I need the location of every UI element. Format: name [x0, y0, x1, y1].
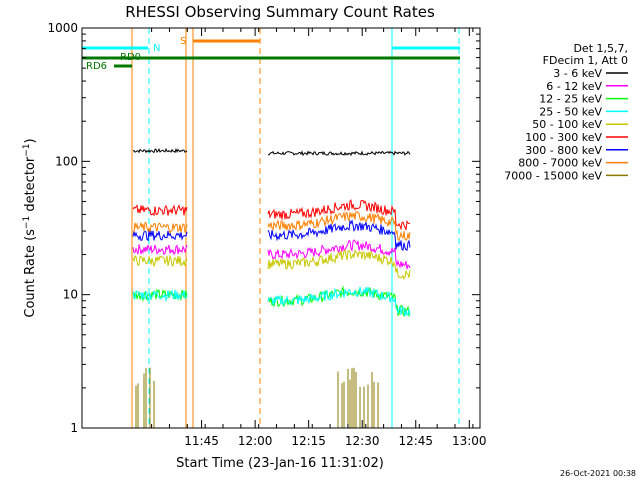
- series-line: [132, 221, 188, 235]
- series-line: [132, 244, 188, 256]
- y-tick-label: 1: [70, 421, 78, 435]
- y-label-mid: detector: [23, 156, 38, 216]
- series-line: [267, 286, 411, 317]
- x-tick-label: 12:45: [398, 434, 433, 448]
- series-line: [132, 230, 188, 242]
- x-axis-label: Start Time (23-Jan-16 11:31:02): [176, 456, 384, 471]
- saa-label: S: [180, 36, 186, 47]
- legend-entry-label: 100 - 300 keV: [525, 131, 602, 144]
- y-label-sup1: −1: [22, 216, 32, 229]
- series-line: [267, 239, 411, 270]
- y-label-end: ): [23, 138, 38, 143]
- series-line: [132, 204, 188, 217]
- x-tick-label: 13:00: [452, 434, 487, 448]
- rd6-label: RD6: [86, 61, 107, 72]
- legend-entry-label: 800 - 7000 keV: [518, 157, 602, 170]
- y-tick-label: 10: [63, 288, 78, 302]
- legend-entry-label: 7000 - 15000 keV: [504, 169, 602, 182]
- legend-entry-label: 3 - 6 keV: [553, 67, 602, 80]
- series-line: [267, 199, 411, 231]
- timestamp: 26-Oct-2021 00:38: [560, 469, 636, 478]
- series-line: [267, 150, 411, 157]
- series-line: [267, 211, 411, 242]
- x-tick-label: 12:15: [291, 434, 326, 448]
- y-tick-label: 1000: [47, 21, 78, 35]
- series-line: [132, 254, 188, 268]
- series-line: [132, 147, 188, 154]
- x-tick-label: 12:00: [238, 434, 273, 448]
- plot-area: N RD0 RD6 S: [82, 28, 460, 428]
- y-label-main: Count Rate (s: [23, 229, 38, 318]
- x-tick-label: 12:30: [345, 434, 380, 448]
- y-label-sup2: −1: [22, 143, 32, 156]
- axes: 1 10 100 1000 11:45 12:00 12:15 12:30 12:45 13:00: [47, 21, 486, 448]
- legend-entry-label: 6 - 12 keV: [546, 80, 602, 93]
- plot-frame: [81, 27, 481, 429]
- night-label: N: [153, 43, 160, 54]
- rd0-label: RD0: [120, 52, 141, 63]
- legend-header-line2: FDecim 1, Att 0: [543, 54, 628, 67]
- legend-entry-label: 50 - 100 keV: [532, 118, 602, 131]
- y-tick-label: 100: [55, 154, 78, 168]
- legend-entry-label: 300 - 800 keV: [525, 144, 602, 157]
- x-tick-label: 11:45: [184, 434, 219, 448]
- legend-entry-label: 25 - 50 keV: [539, 105, 602, 118]
- chart-title: RHESSI Observing Summary Count Rates: [125, 3, 435, 21]
- series-line: [267, 218, 411, 252]
- series-line: [132, 289, 188, 302]
- y-axis-label: Count Rate (s−1 detector−1): [22, 138, 38, 317]
- legend-header-line1: Det 1,5,7,: [573, 42, 628, 55]
- legend-entry-label: 12 - 25 keV: [539, 93, 602, 106]
- series-line: [267, 249, 411, 280]
